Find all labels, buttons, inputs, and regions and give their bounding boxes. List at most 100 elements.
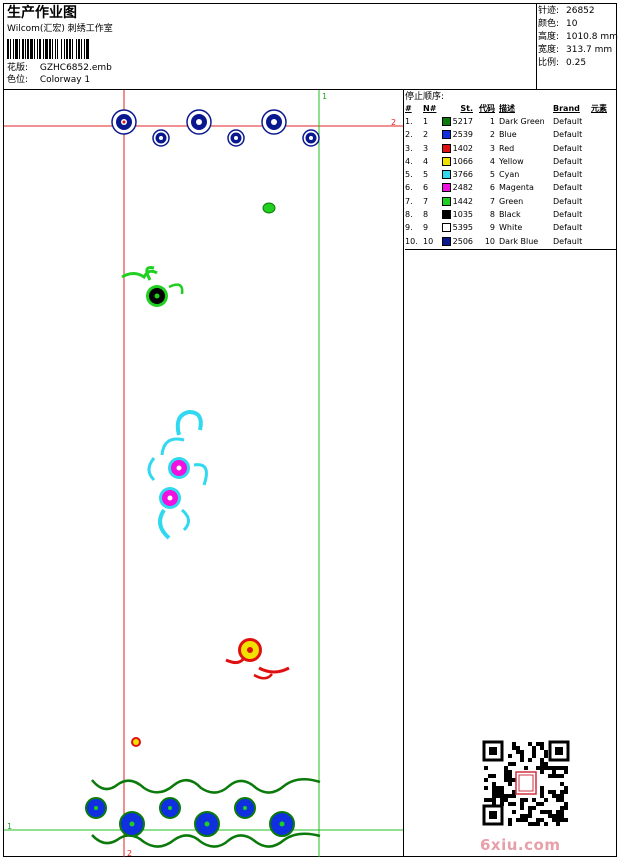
element: [591, 115, 615, 128]
stitch-count: 2482: [439, 181, 473, 194]
header-info: 生产作业图 Wilcom(汇宏) 刺绣工作室 花版: GZHC6852.emb …: [7, 4, 535, 90]
pattern-label: 花版:: [7, 63, 29, 73]
stop-sequence-panel: 停止顺序: # N# St. 代码 描述 Brand 元素 1. 1 5217 1 Da…: [405, 90, 616, 250]
col-header: Brand: [553, 104, 580, 113]
stitch-count-value: 5217: [452, 117, 473, 126]
element: [591, 195, 615, 208]
brand: Default: [553, 196, 583, 206]
element: [591, 208, 615, 221]
stat-stitches: 针迹: 26852: [538, 5, 616, 18]
stats-panel: 针迹: 26852 颜色: 10 高度: 1010.8 mm 宽度: 313.7 mm …: [536, 4, 618, 90]
needle-number: 4: [423, 156, 429, 166]
row-index: 8.: [405, 210, 413, 220]
bottom-border: [85, 778, 321, 848]
stat-label: 比例:: [538, 58, 560, 68]
color-code: 1: [489, 117, 495, 126]
flower-motif: [227, 129, 245, 147]
brand: Default: [553, 223, 583, 233]
row-index: 7.: [405, 196, 413, 206]
flower-motif: [111, 109, 137, 135]
marker-top-right: 1: [322, 92, 327, 101]
page-title: 生产作业图: [7, 5, 77, 21]
color-swatch: [441, 143, 451, 153]
stat-value: 26852: [566, 6, 595, 16]
element: [591, 128, 615, 141]
stitch-count: 2539: [439, 128, 473, 141]
brand: Default: [553, 210, 583, 220]
production-sheet: 生产作业图 Wilcom(汇宏) 刺绣工作室 花版: GZHC6852.emb …: [3, 3, 618, 857]
color-swatch: [441, 130, 451, 140]
needle-number: 3: [423, 143, 429, 153]
flower-motif: [234, 797, 256, 819]
color-swatch: [441, 210, 451, 220]
flower-motif: [261, 109, 287, 135]
marker-bottom: 2: [127, 849, 132, 857]
flower-motif: [194, 811, 220, 837]
stat-value: 313.7 mm: [566, 45, 613, 55]
color-code: 7: [489, 196, 495, 206]
row-index: 3.: [405, 143, 413, 153]
top-flower-row: [111, 109, 320, 147]
stat-label: 高度:: [538, 32, 560, 42]
stat-height: 高度: 1010.8 mm: [538, 31, 618, 44]
table-row: 3. 3 1402 3 Red Default: [405, 142, 615, 155]
flower-motif: [119, 811, 145, 837]
table-header-row: # N# St. 代码 描述 Brand 元素: [405, 103, 615, 115]
stat-value: 1010.8 mm: [566, 32, 618, 42]
table-row: 7. 7 1442 7 Green Default: [405, 195, 615, 208]
stat-label: 针迹:: [538, 6, 560, 16]
table-row: 2. 2 2539 2 Blue Default: [405, 128, 615, 141]
color-description: Dark Blue: [499, 236, 539, 246]
row-index: 6.: [405, 183, 413, 193]
colorway-label: 色位:: [7, 75, 29, 85]
needle-number: 5: [423, 170, 429, 180]
table-row: 5. 5 3766 5 Cyan Default: [405, 168, 615, 181]
table-row: 1. 1 5217 1 Dark Green Default: [405, 115, 615, 128]
bud-motif: [131, 737, 141, 747]
black-flower-motif: [121, 266, 184, 307]
row-index: 4.: [405, 156, 413, 166]
col-header: #: [405, 104, 412, 113]
stitch-count-value: 1066: [452, 156, 473, 166]
color-code: 3: [489, 143, 495, 153]
stat-value: 0.25: [566, 58, 587, 68]
table-row: 6. 6 2482 6 Magenta Default: [405, 181, 615, 194]
embroidery-design: 1 2 1 2: [4, 90, 403, 857]
element: [591, 221, 615, 234]
brand: Default: [553, 117, 583, 126]
stat-scale: 比例: 0.25: [538, 57, 616, 70]
color-code: 10: [484, 236, 495, 246]
needle-number: 8: [423, 210, 429, 220]
element: [591, 168, 615, 181]
barcode: [7, 39, 157, 59]
brand: Default: [553, 156, 583, 166]
table-row: 4. 4 1066 4 Yellow Default: [405, 155, 615, 168]
stop-sequence-table: # N# St. 代码 描述 Brand 元素 1. 1 5217 1 Dark Gre…: [405, 103, 615, 248]
color-description: Black: [499, 210, 521, 220]
col-header: 元素: [591, 104, 607, 113]
needle-number: 2: [423, 130, 429, 140]
color-swatch: [441, 196, 451, 206]
color-swatch: [441, 223, 451, 233]
color-description: Blue: [499, 130, 517, 140]
table-row: 9. 9 5395 9 White Default: [405, 221, 615, 234]
row-index: 1.: [405, 117, 413, 126]
table-row: 8. 8 1035 8 Black Default: [405, 208, 615, 221]
leaf-motif: [262, 202, 276, 214]
col-header: St.: [460, 104, 473, 113]
stitch-count-value: 1402: [452, 143, 473, 153]
brand: Default: [553, 183, 583, 193]
stat-width: 宽度: 313.7 mm: [538, 44, 616, 57]
yellow-flower-motif: [225, 638, 290, 680]
row-index: 9.: [405, 223, 413, 233]
color-code: 8: [489, 210, 495, 220]
stitch-count-value: 1035: [452, 210, 473, 220]
color-description: Red: [499, 143, 515, 153]
brand: Default: [553, 130, 583, 140]
color-swatch: [441, 236, 451, 246]
color-code: 6: [489, 183, 495, 193]
col-header: 代码: [479, 104, 495, 113]
color-description: Green: [499, 196, 524, 206]
brand: Default: [553, 143, 583, 153]
flower-motif: [186, 109, 212, 135]
